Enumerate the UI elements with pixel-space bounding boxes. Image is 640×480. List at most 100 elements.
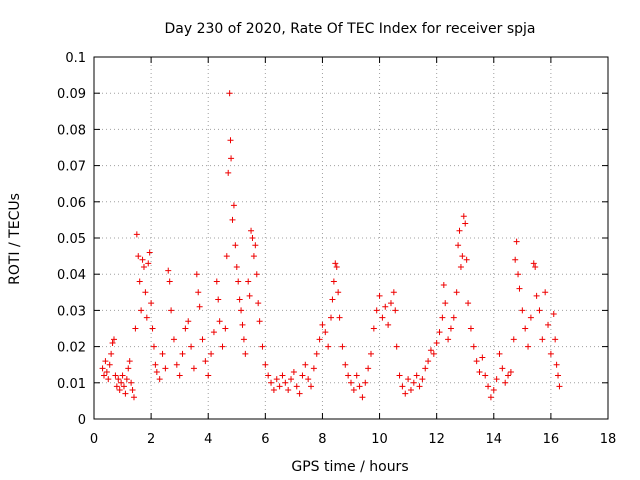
data-point <box>447 325 454 332</box>
data-point <box>515 271 522 278</box>
data-point <box>226 90 233 97</box>
data-point <box>152 361 159 368</box>
axis-ticks: 0 2 4 6 8 10 12 14 16 18 0 0.01 0.02 0.03 0.04 0.05 0.06… <box>57 51 616 447</box>
data-point <box>143 314 150 321</box>
data-point <box>445 336 452 343</box>
data-point <box>302 361 309 368</box>
data-point <box>439 314 446 321</box>
data-point <box>146 249 153 256</box>
data-point <box>365 365 372 372</box>
data-point <box>493 376 500 383</box>
data-point <box>138 307 145 314</box>
data-point <box>285 387 292 394</box>
data-point <box>522 325 529 332</box>
y-tick-label: 0.09 <box>57 87 86 102</box>
x-tick-label: 10 <box>371 432 388 447</box>
data-point <box>140 263 147 270</box>
data-point <box>136 278 143 285</box>
data-point <box>457 263 464 270</box>
data-point <box>367 350 374 357</box>
data-point <box>145 260 152 267</box>
data-point <box>293 383 300 390</box>
y-tick-label: 0.03 <box>57 304 86 319</box>
data-point <box>305 376 312 383</box>
data-point <box>156 376 163 383</box>
chart-title: Day 230 of 2020, Rate Of TEC Index for r… <box>164 21 535 37</box>
data-point <box>319 321 326 328</box>
data-point <box>385 321 392 328</box>
data-point <box>245 278 252 285</box>
data-point <box>159 350 166 357</box>
data-point <box>502 379 509 386</box>
data-point <box>296 390 303 397</box>
data-point <box>527 314 534 321</box>
data-point <box>210 329 217 336</box>
data-point <box>120 383 127 390</box>
data-point <box>416 383 423 390</box>
y-axis-label: ROTI / TECUs <box>7 193 23 285</box>
data-point <box>402 390 409 397</box>
data-point <box>430 350 437 357</box>
y-tick-label: 0.04 <box>57 268 86 283</box>
data-point <box>248 227 255 234</box>
data-point <box>536 307 543 314</box>
data-point <box>102 358 109 365</box>
data-point <box>433 339 440 346</box>
data-point <box>239 321 246 328</box>
data-point <box>556 383 563 390</box>
data-point <box>499 365 506 372</box>
data-point <box>246 292 253 299</box>
data-point <box>190 365 197 372</box>
data-point <box>530 260 537 267</box>
data-point <box>456 227 463 234</box>
data-point <box>195 289 202 296</box>
data-point <box>487 394 494 401</box>
data-point <box>179 350 186 357</box>
data-point <box>173 361 180 368</box>
data-point <box>507 368 514 375</box>
data-point <box>253 271 260 278</box>
data-point <box>279 372 286 379</box>
data-point <box>232 242 239 249</box>
data-point <box>427 347 434 354</box>
data-point <box>350 387 357 394</box>
data-point <box>336 314 343 321</box>
data-point <box>387 300 394 307</box>
data-point <box>547 350 554 357</box>
x-tick-label: 18 <box>600 432 617 447</box>
data-point <box>135 253 142 260</box>
y-tick-label: 0 <box>78 413 86 428</box>
data-point <box>282 379 289 386</box>
data-points <box>99 90 563 401</box>
data-point <box>539 336 546 343</box>
data-point <box>396 372 403 379</box>
data-point <box>236 296 243 303</box>
data-point <box>413 372 420 379</box>
data-point <box>419 376 426 383</box>
data-point <box>328 314 335 321</box>
data-point <box>268 379 275 386</box>
data-point <box>242 350 249 357</box>
data-point <box>353 372 360 379</box>
data-point <box>170 336 177 343</box>
data-point <box>176 372 183 379</box>
data-point <box>165 267 172 274</box>
x-tick-label: 16 <box>543 432 560 447</box>
data-point <box>252 242 259 249</box>
data-point <box>162 365 169 372</box>
data-point <box>216 318 223 325</box>
data-point <box>256 318 263 325</box>
data-point <box>112 372 119 379</box>
data-point <box>329 296 336 303</box>
data-point <box>470 343 477 350</box>
data-point <box>270 387 277 394</box>
data-point <box>399 383 406 390</box>
data-point <box>108 350 115 357</box>
y-tick-label: 0.02 <box>57 341 86 356</box>
data-point <box>113 383 120 390</box>
data-point <box>115 376 122 383</box>
data-point <box>299 372 306 379</box>
data-point <box>330 278 337 285</box>
data-point <box>553 361 560 368</box>
